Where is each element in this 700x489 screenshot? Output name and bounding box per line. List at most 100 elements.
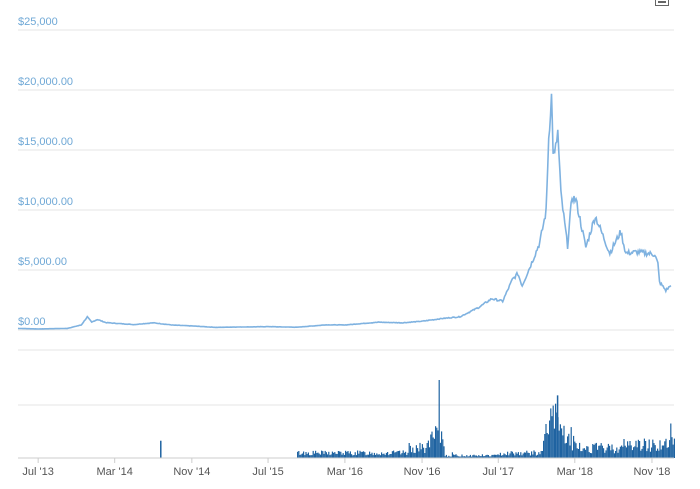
volume-bar: [543, 440, 545, 458]
volume-bar: [420, 449, 422, 458]
volume-bar: [519, 455, 521, 458]
volume-bar: [591, 453, 593, 458]
volume-bar: [395, 452, 397, 458]
volume-bar: [475, 455, 477, 458]
volume-bar: [507, 451, 509, 458]
volume-bar: [625, 447, 627, 458]
volume-bar: [562, 435, 564, 458]
volume-bar: [388, 455, 390, 458]
volume-bar: [611, 444, 613, 458]
volume-bar: [647, 448, 649, 458]
volume-bar: [508, 455, 510, 458]
volume-bar: [438, 380, 440, 458]
volume-bar: [546, 433, 548, 458]
volume-bar: [329, 455, 331, 458]
volume-bar: [377, 454, 379, 458]
volume-bar: [300, 454, 302, 458]
volume-bar: [479, 456, 481, 458]
volume-bar: [432, 437, 434, 458]
chart-menu-icon[interactable]: [655, 0, 669, 6]
volume-bar: [627, 441, 629, 458]
volume-bar: [433, 438, 435, 458]
volume-bar: [663, 445, 665, 458]
volume-bar: [393, 450, 395, 458]
volume-bar: [340, 451, 342, 458]
volume-bar: [522, 453, 524, 458]
volume-bar: [516, 453, 518, 458]
volume-bar: [496, 454, 498, 458]
volume-bar: [636, 447, 638, 458]
volume-bar: [318, 453, 320, 458]
volume-bar: [352, 455, 354, 458]
volume-bar: [659, 440, 661, 458]
volume-bar: [592, 444, 594, 458]
volume-bar: [599, 445, 601, 458]
volume-bar: [589, 453, 591, 458]
volume-bar: [594, 443, 596, 458]
volume-bar: [307, 452, 309, 458]
volume-bar: [463, 456, 465, 458]
volume-bar: [297, 451, 299, 458]
volume-bar: [430, 434, 432, 458]
volume-bar: [658, 450, 660, 458]
volume-bar: [539, 454, 541, 458]
x-tick-label: Nov '18: [633, 466, 670, 478]
volume-bar: [461, 454, 463, 458]
volume-bar: [517, 452, 519, 458]
volume-bar: [576, 448, 578, 458]
volume-bar: [472, 455, 474, 458]
x-tick-label: Nov '14: [173, 466, 210, 478]
volume-bar: [660, 449, 662, 458]
volume-bar: [613, 453, 615, 458]
volume-bar: [330, 454, 332, 458]
x-tick-label: Mar '18: [557, 466, 593, 478]
volume-bar: [528, 453, 530, 458]
x-tick-label: Nov '16: [404, 466, 441, 478]
volume-bar: [478, 455, 480, 458]
volume-bar: [363, 451, 365, 458]
volume-bar: [665, 438, 667, 458]
volume-bar: [575, 443, 577, 458]
y-tick-label: $15,000.00: [18, 136, 73, 148]
volume-bar: [328, 451, 330, 458]
volume-bar: [436, 427, 438, 458]
volume-bar: [538, 452, 540, 458]
volume-bar: [415, 445, 417, 458]
volume-bar: [411, 452, 413, 458]
volume-bar: [535, 455, 537, 458]
x-tick-label: Mar '16: [327, 466, 363, 478]
volume-bar: [646, 451, 648, 458]
volume-bar: [339, 451, 341, 458]
volume-bar: [635, 440, 637, 458]
volume-bar: [375, 454, 377, 458]
volume-bar: [369, 451, 371, 458]
volume-bar: [455, 454, 457, 458]
volume-bar: [541, 451, 543, 458]
volume-bar: [323, 453, 325, 458]
volume-bar: [306, 453, 308, 458]
volume-bar: [313, 453, 315, 458]
volume-bar: [502, 455, 504, 458]
volume-bar: [427, 440, 429, 458]
y-tick-label: $10,000.00: [18, 196, 73, 208]
volume-bar: [355, 455, 357, 458]
volume-bar: [521, 455, 523, 458]
volume-bar: [499, 452, 501, 458]
volume-bar: [582, 448, 584, 458]
volume-bar: [400, 454, 402, 458]
volume-bar: [563, 425, 565, 458]
volume-bar: [413, 452, 415, 458]
volume-bar: [347, 451, 349, 458]
volume-bar: [327, 454, 329, 458]
volume-bar: [671, 437, 673, 458]
volume-bar: [503, 453, 505, 458]
volume-bar: [312, 450, 314, 458]
volume-bar: [357, 450, 359, 458]
volume-bar: [531, 451, 533, 458]
volume-bar: [509, 453, 511, 458]
volume-bar: [372, 455, 374, 458]
volume-bar: [437, 430, 439, 458]
volume-bar: [442, 439, 444, 458]
volume-bar: [617, 452, 619, 458]
volume-bar: [385, 452, 387, 458]
